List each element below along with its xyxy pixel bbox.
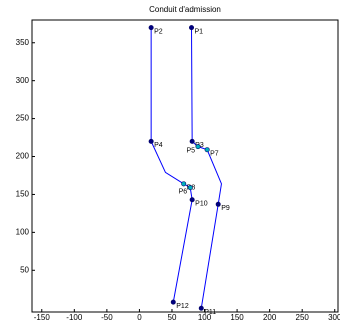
- y-tick-label: 150: [16, 190, 30, 199]
- x-tick-label: 300: [328, 313, 340, 322]
- x-tick-label: 250: [296, 313, 310, 322]
- y-tick-label: 50: [20, 265, 29, 274]
- x-tick-label: 150: [230, 313, 244, 322]
- point-label: P1: [195, 28, 204, 35]
- point-label: P9: [221, 205, 230, 212]
- point-label: P10: [195, 201, 208, 208]
- point-label: P2: [154, 28, 163, 35]
- point-label: P4: [154, 142, 163, 149]
- point-marker: [187, 185, 193, 191]
- x-tick-label: 50: [168, 313, 177, 322]
- y-tick-label: 200: [16, 152, 30, 161]
- point-marker: [215, 201, 221, 207]
- x-tick-label: 200: [263, 313, 277, 322]
- x-tick-label: 0: [137, 313, 142, 322]
- x-tick-label: -100: [66, 313, 83, 322]
- x-tick-label: 100: [198, 313, 212, 322]
- chart-title: Conduit d'admission: [149, 5, 221, 14]
- point-marker: [148, 25, 154, 31]
- y-tick-label: 350: [16, 38, 30, 47]
- point-marker: [198, 305, 204, 311]
- series-line: [191, 27, 222, 309]
- plot-frame: [31, 19, 339, 313]
- point-label: P11: [204, 309, 216, 316]
- x-tick-label: -150: [34, 313, 51, 322]
- point-marker: [181, 181, 187, 187]
- point-label: P7: [210, 151, 219, 158]
- y-tick-label: 250: [16, 114, 30, 123]
- x-tick-label: -50: [101, 313, 113, 322]
- y-tick-label: 100: [16, 227, 30, 236]
- point-label: P5: [186, 148, 195, 155]
- y-tick-label: 300: [16, 76, 30, 85]
- point-marker: [189, 197, 195, 203]
- point-marker: [189, 138, 195, 144]
- point-marker: [204, 147, 210, 153]
- point-label: P6: [179, 188, 188, 195]
- point-label: P12: [176, 303, 189, 310]
- point-marker: [148, 138, 154, 144]
- series-line: [150, 27, 193, 303]
- point-marker: [195, 144, 201, 150]
- point-marker: [189, 25, 195, 31]
- point-marker: [170, 299, 176, 305]
